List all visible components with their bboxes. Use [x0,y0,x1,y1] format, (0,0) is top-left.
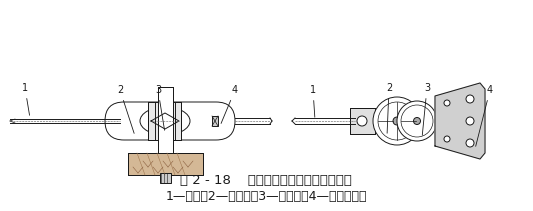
Circle shape [444,136,450,142]
Circle shape [401,105,433,137]
Circle shape [466,95,474,103]
Circle shape [373,97,421,145]
Bar [128,153,203,175]
Circle shape [466,117,474,125]
Bar [148,102,181,140]
Bar [350,108,375,134]
Polygon shape [435,83,485,159]
Circle shape [357,116,367,126]
Text: 2: 2 [386,83,392,133]
Text: 图 2 - 18    固定式手动弯管器结构示意图: 图 2 - 18 固定式手动弯管器结构示意图 [180,174,352,188]
Ellipse shape [140,107,190,135]
Circle shape [414,118,421,124]
Bar [128,153,203,175]
Text: 2: 2 [117,85,134,133]
Text: 1: 1 [22,83,29,115]
Text: 4: 4 [475,85,493,146]
Text: 3: 3 [422,83,430,135]
Circle shape [444,100,450,106]
Text: 1: 1 [310,85,316,117]
Circle shape [397,101,437,141]
Bar [212,116,218,126]
Circle shape [466,139,474,147]
Text: 3: 3 [155,85,165,130]
Bar [350,108,375,134]
Circle shape [378,102,416,140]
Text: 4: 4 [221,85,238,123]
Bar [158,87,173,155]
Bar [158,87,173,155]
Bar [148,102,181,140]
FancyBboxPatch shape [105,102,235,140]
Text: 1—手柄；2—动胎轮；3—定胎轮；4—管子夹持器: 1—手柄；2—动胎轮；3—定胎轮；4—管子夹持器 [165,191,367,203]
Bar [160,173,171,183]
Circle shape [393,117,401,125]
